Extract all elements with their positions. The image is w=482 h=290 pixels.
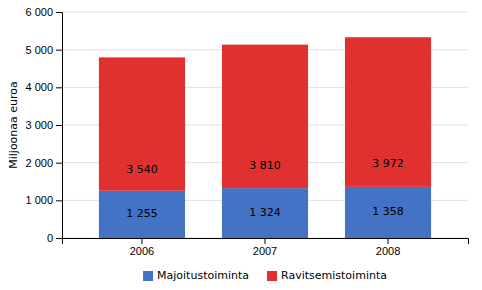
y-axis-line (56, 13, 63, 239)
x-axis-line (63, 239, 469, 245)
y-tick: 6 000 (25, 6, 62, 18)
x-tick-label: 2007 (253, 245, 277, 257)
data-label: 3 972 (372, 157, 404, 170)
y-tick: 1 000 (25, 194, 62, 206)
legend-item: Majoitustoiminta (143, 269, 249, 282)
chart: 1 255 1 324 1 358 3 540 3 810 3 972 0 1 000 2 00… (0, 0, 482, 290)
y-tick-label: 2 000 (25, 157, 53, 169)
y-tick-label: 4 000 (25, 81, 53, 93)
x-tick: 2007 (253, 238, 277, 257)
bar (345, 187, 431, 238)
legend: Majoitustoiminta Ravitsemistoiminta (143, 269, 387, 282)
y-tick: 3 000 (25, 119, 62, 131)
y-tick-mark (56, 125, 62, 126)
y-tick-label: 3 000 (25, 119, 53, 131)
data-label: 3 810 (249, 159, 281, 172)
x-tick-label: 2006 (130, 245, 154, 257)
x-tick: 2006 (130, 238, 154, 257)
bar (99, 57, 185, 190)
bars (99, 37, 431, 238)
data-label: 1 324 (249, 206, 281, 219)
y-tick-label: 5 000 (25, 44, 53, 56)
y-axis: 0 1 000 2 000 3 000 4 000 5 000 6 000 (25, 6, 62, 244)
bar (99, 191, 185, 238)
legend-swatch (143, 271, 153, 281)
x-tick-mark (141, 238, 142, 244)
data-label: 1 358 (372, 205, 404, 218)
legend-item: Ravitsemistoiminta (267, 269, 387, 282)
data-label: 1 255 (126, 207, 158, 220)
y-tick-mark (56, 12, 62, 13)
y-tick: 5 000 (25, 44, 62, 56)
bar (345, 37, 431, 187)
y-tick-label: 1 000 (25, 194, 53, 206)
y-tick-mark (56, 50, 62, 51)
y-tick: 2 000 (25, 157, 62, 169)
x-tick-mark (388, 238, 389, 244)
y-tick-mark (56, 87, 62, 88)
x-axis: 2006 2007 2008 (63, 238, 469, 257)
y-tick: 0 (47, 232, 62, 244)
bar (222, 45, 308, 189)
x-tick: 2008 (376, 238, 400, 257)
y-tick-label: 6 000 (25, 6, 53, 18)
y-tick-mark (56, 163, 62, 164)
grid (62, 12, 468, 238)
y-tick-label: 0 (47, 232, 53, 244)
grid-line (62, 12, 468, 13)
data-labels: 1 255 1 324 1 358 3 540 3 810 3 972 (126, 157, 404, 220)
legend-label: Ravitsemistoiminta (281, 269, 387, 282)
plot: 1 255 1 324 1 358 3 540 3 810 3 972 0 1 000 2 00… (25, 6, 468, 257)
y-tick-mark (56, 200, 62, 201)
x-tick-mark (265, 238, 266, 244)
y-tick: 4 000 (25, 81, 62, 93)
legend-label: Majoitustoiminta (157, 269, 249, 282)
data-label: 3 540 (126, 163, 158, 176)
y-tick-mark (56, 238, 62, 239)
x-tick-label: 2008 (376, 245, 400, 257)
bar (222, 188, 308, 238)
legend-swatch (267, 271, 277, 281)
y-axis-title: Miljoonaa euroa (7, 81, 20, 169)
